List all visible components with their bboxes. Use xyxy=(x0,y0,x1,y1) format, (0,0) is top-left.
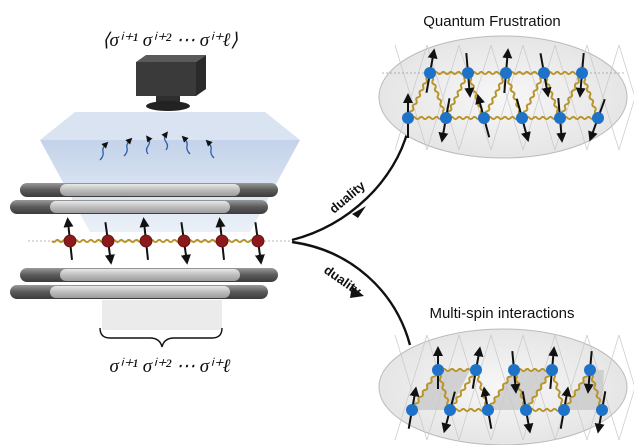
spin-site xyxy=(508,364,520,376)
spin-chain xyxy=(63,217,265,265)
spin-site xyxy=(215,234,229,248)
bond xyxy=(107,238,147,244)
grid-line xyxy=(618,99,634,151)
upper-rods xyxy=(10,183,278,214)
spin-site xyxy=(596,404,608,416)
spin-site xyxy=(538,67,550,79)
lower-rods xyxy=(10,268,278,299)
bond xyxy=(183,238,223,244)
bond xyxy=(505,70,545,76)
duality-arrow-upper xyxy=(291,129,410,242)
frustration-ellipse xyxy=(378,35,628,159)
bond xyxy=(407,72,432,119)
spin-site xyxy=(462,67,474,79)
duality-arrow-lower xyxy=(291,240,412,346)
grid-line xyxy=(458,334,492,441)
emission-arrow-icon xyxy=(99,131,215,161)
bond xyxy=(445,72,470,119)
spin-site xyxy=(482,404,494,416)
frustration-lattice xyxy=(382,44,634,151)
title-frustration: Quantum Frustration xyxy=(423,13,561,30)
grid-line xyxy=(618,44,634,96)
bond xyxy=(521,72,546,119)
bond xyxy=(521,115,561,121)
bond xyxy=(563,369,591,411)
spin-site xyxy=(444,404,456,416)
spin-site xyxy=(432,364,444,376)
spin-site xyxy=(424,67,436,79)
spin-site xyxy=(592,112,604,124)
bond xyxy=(559,115,599,121)
bond xyxy=(483,72,508,119)
spin-site xyxy=(584,364,596,376)
bond xyxy=(436,369,452,411)
spin-site xyxy=(251,234,265,248)
bond xyxy=(449,369,477,411)
bond xyxy=(428,72,448,119)
bond xyxy=(588,369,604,411)
bond xyxy=(445,115,485,121)
bond xyxy=(580,72,600,119)
bond xyxy=(411,369,439,411)
spin-site xyxy=(139,234,153,248)
bond xyxy=(467,70,507,76)
title-multispin: Multi-spin interactions xyxy=(429,305,574,322)
brace xyxy=(99,327,223,348)
camera-icon xyxy=(136,55,206,111)
spin-site xyxy=(558,404,570,416)
spin-site xyxy=(478,112,490,124)
grid-line xyxy=(618,389,634,441)
grid-line xyxy=(426,44,460,151)
spin-site xyxy=(500,67,512,79)
detection-region xyxy=(102,300,222,330)
grid-line xyxy=(618,334,634,386)
bond xyxy=(407,115,447,121)
spin-site xyxy=(177,234,191,248)
multispin-lattice xyxy=(394,334,634,441)
bond xyxy=(543,70,583,76)
bond xyxy=(145,238,185,244)
bond xyxy=(513,367,553,373)
grid-line xyxy=(490,44,524,151)
bond xyxy=(483,115,523,121)
bond xyxy=(449,407,489,413)
spin-site xyxy=(101,234,115,248)
spin-site xyxy=(402,112,414,124)
spin-site xyxy=(576,67,588,79)
bond xyxy=(525,369,553,411)
top-formula: ⟨σⁱ⁺¹ σⁱ⁺² ⋯ σⁱ⁺ℓ⟩ xyxy=(102,30,238,51)
bond xyxy=(69,238,109,244)
spin-site xyxy=(406,404,418,416)
spin-site xyxy=(63,234,77,248)
bond xyxy=(487,369,515,411)
spin-site xyxy=(516,112,528,124)
spin-site xyxy=(554,112,566,124)
plaquette xyxy=(412,370,470,410)
bond xyxy=(542,72,562,119)
spin-site xyxy=(440,112,452,124)
spin-site xyxy=(520,404,532,416)
bond xyxy=(525,407,565,413)
bond xyxy=(550,369,566,411)
bond xyxy=(429,70,469,76)
bottom-formula: σⁱ⁺¹ σⁱ⁺² ⋯ σⁱ⁺ℓ xyxy=(110,356,231,377)
bond xyxy=(559,72,584,119)
spin-site xyxy=(546,364,558,376)
spin-site xyxy=(470,364,482,376)
